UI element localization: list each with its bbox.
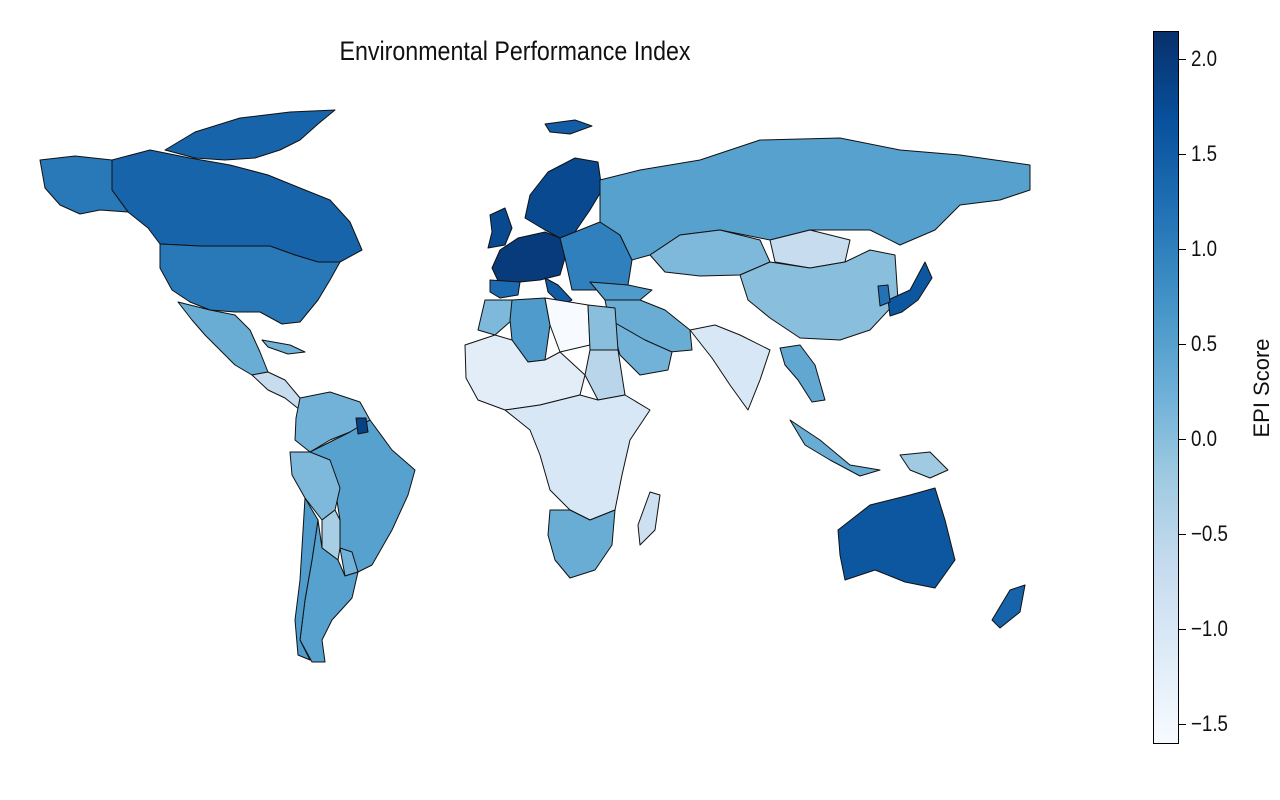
colorbar-tick-mark (1179, 628, 1186, 631)
colorbar-tick-mark (1179, 533, 1186, 536)
region-mexico (177, 301, 269, 376)
region-eastern-europe (559, 221, 633, 291)
region-papua-philippines (899, 451, 949, 479)
region-india (689, 324, 771, 411)
region-russia (599, 137, 1031, 261)
region-morocco (477, 299, 516, 336)
region-french-guiana (355, 417, 369, 435)
colorbar-tick-label: 0.0 (1191, 425, 1218, 451)
colorbar-tick-mark (1179, 58, 1186, 61)
colorbar-tick-label: −1.0 (1191, 615, 1228, 641)
colorbar-tick-label: −1.5 (1191, 710, 1228, 736)
region-cuba (261, 339, 306, 355)
region-new-zealand (991, 584, 1026, 629)
region-alaska-usa (39, 155, 129, 215)
region-chile (294, 497, 319, 661)
region-libya (544, 297, 591, 353)
region-colombia-venezuela (294, 391, 371, 453)
region-korea (877, 284, 891, 307)
colorbar-tick-label: −0.5 (1191, 520, 1228, 546)
region-sudan (584, 349, 626, 401)
colorbar-label: EPI Score (1249, 338, 1274, 438)
colorbar-tick-label: 1.0 (1191, 235, 1218, 261)
colorbar-tick-label: 0.5 (1191, 330, 1218, 356)
colorbar-tick-label: 2.0 (1191, 45, 1218, 71)
region-spain (489, 279, 521, 299)
colorbar-tick-mark (1179, 438, 1186, 441)
region-australia (837, 487, 956, 589)
colorbar-tick-label: 1.5 (1191, 140, 1218, 166)
map-title: Environmental Performance Index (339, 36, 691, 66)
region-iceland (544, 119, 593, 135)
colorbar-tick-mark (1179, 723, 1186, 726)
colorbar-tick-mark (1179, 343, 1186, 346)
region-southeast-asia (779, 344, 826, 403)
region-greenland (164, 109, 336, 161)
region-central-east-africa (504, 394, 651, 521)
colorbar (1153, 31, 1179, 744)
region-south-africa (547, 509, 616, 579)
region-west-africa (464, 334, 586, 411)
colorbar-tick-mark (1179, 248, 1186, 251)
region-turkey (589, 281, 653, 301)
region-madagascar (637, 491, 661, 546)
region-canada (111, 149, 363, 263)
region-united-kingdom (487, 207, 513, 249)
region-egypt (587, 304, 619, 351)
colorbar-tick-mark (1179, 153, 1186, 156)
region-indonesia (789, 419, 881, 477)
region-saudi-arabia (609, 319, 673, 376)
region-united-states (159, 243, 341, 325)
region-japan (887, 261, 933, 317)
world-map (39, 109, 1031, 663)
